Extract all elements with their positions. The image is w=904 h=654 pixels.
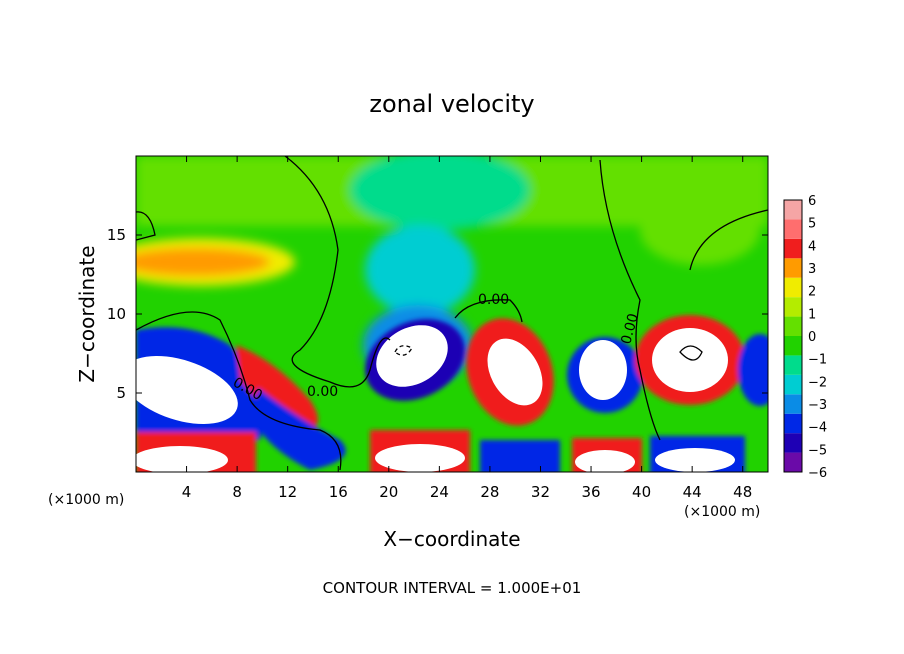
colorbar-frame xyxy=(783,199,803,473)
colorbar-cell xyxy=(784,258,802,278)
contour-label: 0.00 xyxy=(307,384,338,400)
white-core-b xyxy=(579,340,627,400)
colorbar-cell xyxy=(784,200,802,220)
colorbar-cell xyxy=(784,238,802,259)
x-unit-left: (×1000 m) xyxy=(48,492,124,508)
colorbar-label: 2 xyxy=(808,285,816,300)
contour-label: 0.00 xyxy=(478,292,509,308)
y-tick-label: 5 xyxy=(116,384,126,402)
colorbar-label: −6 xyxy=(808,466,827,481)
colorbar-cell xyxy=(784,433,802,453)
x-tick-label: 36 xyxy=(581,483,600,501)
x-tick-label: 32 xyxy=(531,483,550,501)
contour-zero-center xyxy=(454,299,523,323)
colorbar-label: −4 xyxy=(808,421,827,436)
x-tick-label: 44 xyxy=(683,483,702,501)
colorbar-cell xyxy=(784,394,802,414)
colorbar-label: −2 xyxy=(808,375,827,390)
x-unit-right: (×1000 m) xyxy=(684,504,760,520)
orange-jet-core xyxy=(136,248,270,276)
white-bottom-center xyxy=(375,444,465,472)
colorbar-cell xyxy=(784,336,802,356)
y-tick-label: 10 xyxy=(107,305,126,323)
x-tick-label: 12 xyxy=(278,483,297,501)
heatmap-field xyxy=(136,156,768,472)
colorbar-cell xyxy=(784,452,802,472)
x-axis-label: X−coordinate xyxy=(383,527,520,551)
colorbar-cell xyxy=(784,219,802,239)
colorbar-label: 3 xyxy=(808,262,816,277)
contour-zero-left xyxy=(136,311,342,471)
contour-zero-right xyxy=(599,159,661,441)
contour-lines xyxy=(136,156,768,471)
colorbar-label: 0 xyxy=(808,330,816,345)
colorbar-cell xyxy=(784,316,802,336)
colorbar-label: 4 xyxy=(808,239,816,254)
contour-label: 0.00 xyxy=(618,312,642,346)
white-core-a xyxy=(487,338,543,406)
colorbar: 6 5 4 3 2 1 0 −1 −2 −3 −4 −5 −6 xyxy=(783,194,827,481)
cyan-mid xyxy=(365,225,475,315)
cyan-top xyxy=(350,156,530,230)
colorbar-label: 1 xyxy=(808,307,816,322)
blue-band-center-left xyxy=(252,388,346,470)
white-core-left xyxy=(136,355,238,425)
colorbar-cell xyxy=(784,297,802,317)
colorbar-cell xyxy=(784,374,802,395)
light-green-right xyxy=(640,195,760,265)
red-band-left xyxy=(236,345,318,432)
y-tick-label: 15 xyxy=(107,226,126,244)
contour-zero-upper xyxy=(284,156,391,388)
colorbar-label: −3 xyxy=(808,398,827,413)
white-bottom-e xyxy=(655,448,735,472)
white-bottom-d xyxy=(575,450,635,472)
contour-zero-topright xyxy=(689,209,768,271)
colorbar-cell xyxy=(784,355,802,375)
contour-pos-ring xyxy=(679,345,703,361)
x-tick-label: 24 xyxy=(430,483,449,501)
white-bottom-left xyxy=(136,446,228,472)
x-axis: 4 8 12 16 20 24 28 32 36 40 44 48 xyxy=(182,156,752,501)
contour-interval-note: CONTOUR INTERVAL = 1.000E+01 xyxy=(323,579,582,597)
y-axis-label: Z−coordinate xyxy=(75,245,99,382)
x-tick-label: 40 xyxy=(632,483,651,501)
contour-zero-topleft xyxy=(136,211,156,241)
colorbar-cell xyxy=(784,413,802,434)
x-tick-label: 28 xyxy=(480,483,499,501)
colorbar-label: −1 xyxy=(808,353,827,368)
contour-label-group: 0.00 0.00 0.00 0.00 xyxy=(230,292,642,404)
x-tick-label: 8 xyxy=(232,483,242,501)
colorbar-cell xyxy=(784,277,802,298)
x-tick-label: 16 xyxy=(329,483,348,501)
white-core-center xyxy=(376,325,448,387)
x-tick-label: 48 xyxy=(733,483,752,501)
blue-core-d xyxy=(738,334,768,406)
colorbar-label: 5 xyxy=(808,217,816,232)
blue-bottom-b xyxy=(480,440,560,472)
colorbar-label: −5 xyxy=(808,443,827,458)
x-tick-label: 4 xyxy=(182,483,192,501)
y-axis: 5 10 15 xyxy=(107,226,768,402)
colorbar-label: 6 xyxy=(808,194,816,209)
x-tick-label: 20 xyxy=(379,483,398,501)
chart-title: zonal velocity xyxy=(369,90,534,118)
